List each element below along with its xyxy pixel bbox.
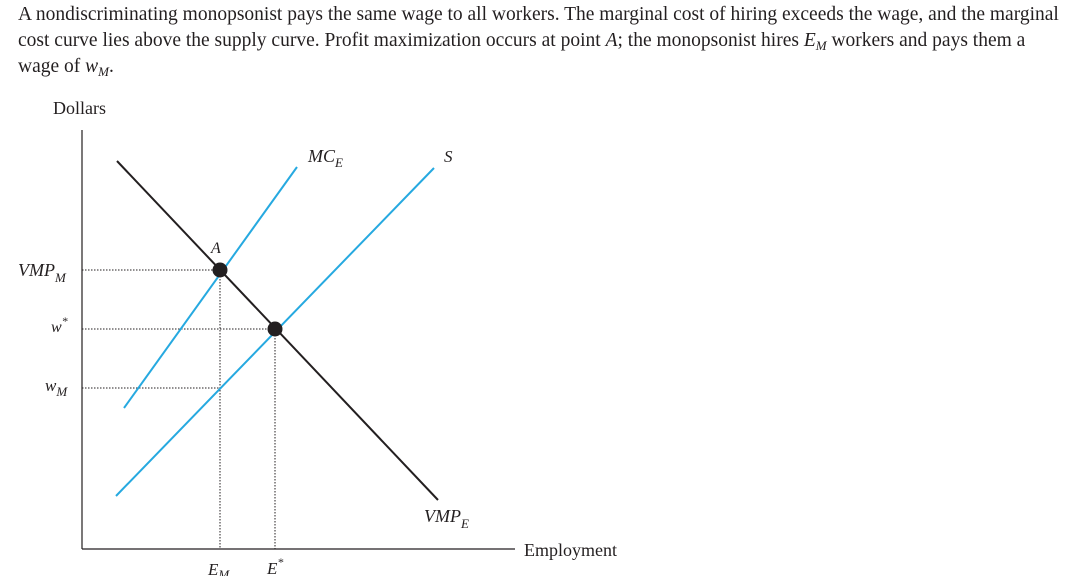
competitive-equilibrium-point [267, 321, 283, 337]
wm-tick-label: wM [45, 376, 68, 399]
vmpm-tick-label: VMPM [18, 260, 67, 285]
mce-curve-label: MCE [307, 146, 343, 170]
figure-caption: A nondiscriminating monopsonist pays the… [18, 4, 1059, 79]
point-a-monopsony [212, 262, 228, 278]
estar-tick-label: E* [266, 555, 283, 576]
y-axis-title: Dollars [53, 98, 106, 118]
vmpe-curve-label: VMPE [424, 506, 469, 531]
x-axis-title: Employment [524, 540, 617, 560]
em-tick-label: EM [207, 560, 230, 576]
point-a-label: A [210, 240, 221, 257]
wstar-tick-label: w* [51, 314, 68, 336]
supply-curve-label: S [444, 147, 453, 166]
marginal-cost-curve [123, 166, 298, 409]
